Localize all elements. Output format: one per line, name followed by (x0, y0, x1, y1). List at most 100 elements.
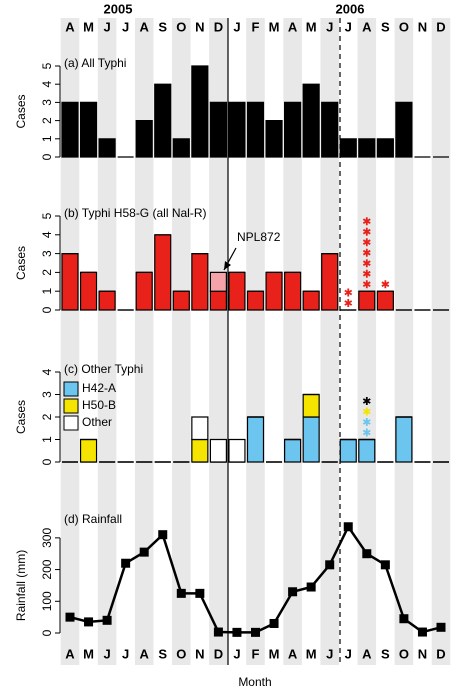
x-tick-label: N (418, 19, 427, 34)
bar (265, 271, 283, 311)
x-tick-label: A (65, 646, 75, 661)
y-tick-label: 2 (40, 413, 54, 420)
x-tick-label: A (140, 646, 150, 661)
point (139, 547, 149, 557)
legend-label: Other (82, 415, 112, 429)
point (176, 588, 186, 598)
x-tick-label: M (306, 646, 317, 661)
bar (135, 271, 153, 311)
y-tick-label: 3 (40, 99, 54, 106)
bar (154, 234, 172, 311)
y-tick-label: 0 (40, 629, 54, 636)
asterisk (362, 259, 371, 268)
y-tick-label: 3 (40, 391, 54, 398)
panel-title: (d) Rainfall (64, 512, 122, 526)
y-axis-label: Cases (14, 94, 28, 128)
x-tick-label: O (176, 646, 186, 661)
bar (209, 101, 227, 158)
year-label: 2006 (336, 1, 365, 16)
x-tick-label: J (345, 19, 352, 34)
asterisk (362, 407, 371, 416)
point (195, 588, 205, 598)
bar (302, 416, 320, 463)
x-tick-label: A (288, 19, 298, 34)
bar (228, 101, 246, 158)
point (436, 622, 446, 632)
x-tick-label: A (288, 646, 298, 661)
bar (321, 253, 339, 311)
bar (209, 290, 227, 311)
asterisk (362, 248, 371, 257)
x-tick-label: D (214, 646, 223, 661)
legend-swatch (63, 398, 79, 414)
point (362, 549, 372, 559)
bar (98, 138, 116, 158)
y-tick-label: 0 (40, 458, 54, 465)
y-tick-label: 0 (40, 153, 54, 160)
y-tick-label: 5 (40, 62, 54, 69)
asterisk (362, 428, 371, 437)
bar (302, 290, 320, 311)
x-tick-label: M (269, 19, 280, 34)
bar (246, 290, 265, 311)
stripes (60, 18, 451, 665)
month-stripe (320, 18, 339, 665)
panel-title: (c) Other Typhi (64, 362, 143, 376)
month-stripe (60, 18, 80, 665)
asterisk (344, 288, 353, 297)
bar (209, 271, 227, 292)
x-tick-label: O (399, 19, 409, 34)
x-tick-label: M (306, 19, 317, 34)
bar (284, 438, 302, 463)
bar (358, 438, 376, 463)
bar (358, 138, 376, 158)
y-axis-label: Rainfall (mm) (14, 550, 28, 621)
legend-swatch (63, 381, 79, 397)
bar (172, 138, 190, 158)
bar (61, 253, 79, 311)
bar (246, 101, 265, 158)
bar (284, 101, 302, 158)
month-stripe (394, 18, 414, 665)
legend-label: H42-A (82, 381, 116, 395)
bar (228, 438, 246, 463)
x-tick-label: F (252, 646, 260, 661)
bar (191, 253, 209, 311)
legend-swatch (63, 415, 79, 431)
bar (321, 101, 339, 158)
x-tick-label: M (83, 646, 94, 661)
y-tick-label: 0 (40, 306, 54, 313)
point (288, 587, 298, 597)
x-tick-label: D (436, 646, 445, 661)
bar (228, 271, 246, 311)
bar (395, 416, 413, 463)
month-stripe (357, 18, 377, 665)
x-tick-label: S (381, 646, 390, 661)
x-tick-label: J (233, 646, 240, 661)
bar (172, 290, 190, 311)
point (306, 582, 316, 592)
x-tick-label: D (214, 19, 223, 34)
bar (98, 290, 116, 311)
asterisk (362, 397, 371, 405)
y-tick-label: 300 (40, 528, 54, 548)
bar (61, 101, 79, 158)
asterisk (362, 217, 371, 226)
bar (154, 83, 172, 158)
panel-title: (a) All Typhi (64, 56, 126, 70)
month-stripe (97, 18, 117, 665)
bar (209, 438, 227, 463)
bar (302, 83, 320, 158)
month-stripe (246, 18, 265, 665)
x-axis-label: Month (238, 675, 271, 689)
y-axis-label: Cases (14, 246, 28, 280)
bar (302, 393, 320, 418)
x-tick-label: J (103, 19, 110, 34)
bar (376, 138, 394, 158)
asterisk (362, 269, 371, 278)
x-tick-label: O (399, 646, 409, 661)
x-tick-label: N (418, 646, 427, 661)
point (399, 614, 409, 624)
month-stripe (283, 18, 302, 665)
